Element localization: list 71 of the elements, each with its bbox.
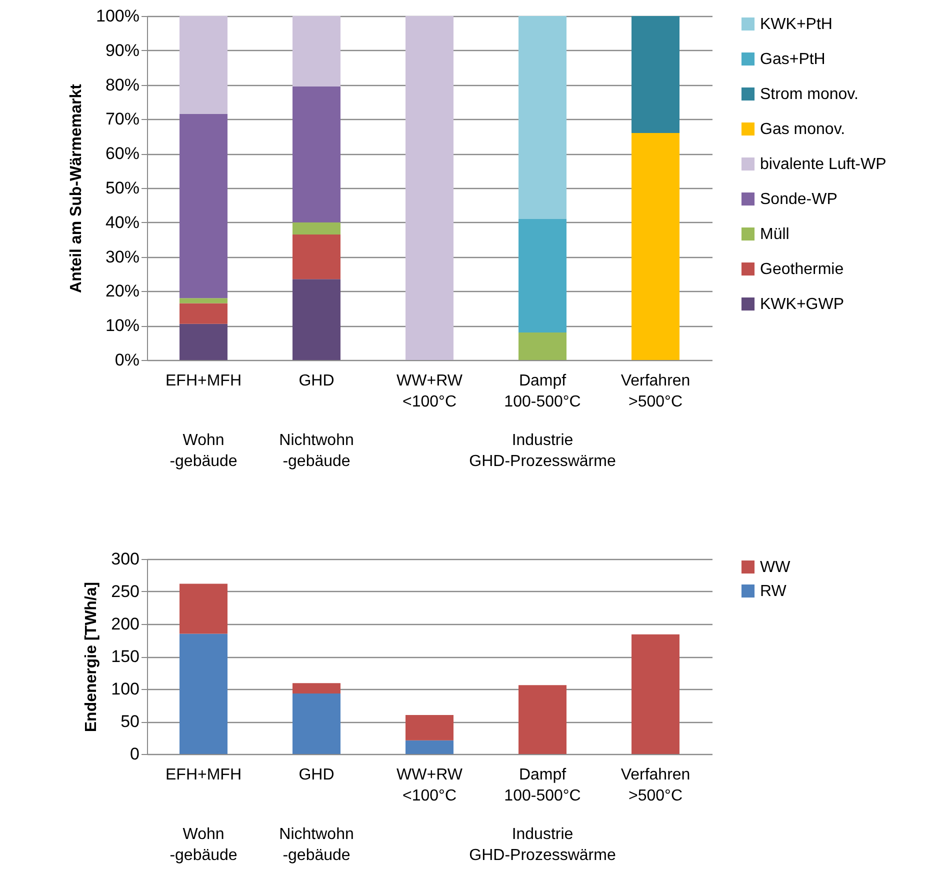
y-axis-title: Anteil am Sub-Wärmemarkt: [68, 83, 86, 293]
bar: [292, 86, 340, 222]
y-tick-label: 100%: [96, 6, 140, 26]
bar: [632, 634, 680, 754]
x-tick-label: WW+RW <100°C: [396, 372, 464, 410]
bar: [518, 16, 566, 219]
bar: [292, 222, 340, 234]
bar: [518, 685, 566, 754]
legend-label: Gas+PtH: [760, 51, 826, 68]
x-tick-label: Dampf 100-500°C: [504, 372, 581, 410]
legend-label: Geothermie: [760, 261, 844, 278]
text: Wohn -gebäude: [170, 826, 238, 864]
y-axis-title: Endenergie [TWh/a]: [83, 582, 100, 732]
y-tick-label: 70%: [105, 110, 140, 129]
x-tick-label: Dampf 100-500°C: [504, 766, 581, 804]
y-tick-label: 10%: [105, 316, 140, 336]
x-tick-label: EFH+MFH: [166, 372, 242, 390]
x-tick-label: WW+RW <100°C: [396, 766, 464, 804]
y-tick-label: 80%: [105, 75, 140, 94]
y-tick-label: 250: [111, 582, 140, 601]
legend-label: Strom monov.: [760, 86, 858, 103]
legend-label: KWK+PtH: [760, 16, 832, 33]
text: Industrie GHD-Prozesswärme: [469, 826, 616, 864]
y-tick-label: 30%: [105, 247, 140, 266]
text: Industrie GHD-Prozesswärme: [469, 432, 616, 470]
bar: [518, 218, 566, 332]
bar: [632, 132, 680, 360]
y-tick-label: 50%: [105, 178, 140, 198]
bar: [292, 16, 340, 87]
y-tick-label: 150: [111, 647, 140, 666]
bar: [632, 16, 680, 133]
legend-label: RW: [760, 583, 788, 600]
bar: [292, 279, 340, 360]
legend-label: KWK+GWP: [760, 296, 844, 313]
y-tick-label: 200: [111, 614, 140, 634]
y-tick-label: 40%: [105, 212, 140, 232]
y-tick-label: 0: [130, 744, 140, 764]
legend-label: bivalente Luft-WP: [760, 156, 886, 173]
bar: [180, 303, 228, 324]
x-tick-label: Verfahren >500°C: [620, 372, 690, 410]
bar: [180, 634, 228, 754]
bar: [180, 16, 228, 114]
bar: [180, 298, 228, 304]
y-tick-label: 300: [111, 550, 140, 568]
x-tick-label: GHD: [298, 766, 334, 784]
y-tick-label: 90%: [105, 40, 140, 60]
bar: [518, 332, 566, 360]
y-tick-label: 20%: [105, 282, 140, 301]
y-tick-label: 50: [120, 712, 140, 731]
legend-label: Gas monov.: [760, 121, 846, 138]
y-tick-label: 60%: [105, 144, 140, 164]
bar: [292, 683, 340, 694]
bar: [406, 715, 454, 740]
bar: [180, 114, 228, 298]
legend-label: WW: [760, 559, 792, 576]
legend-label: Müll: [760, 226, 790, 243]
text: Wohn -gebäude: [170, 432, 238, 470]
text: Nichtwohn -gebäude: [279, 432, 354, 470]
bar: [180, 584, 228, 634]
bar: [406, 740, 454, 754]
x-tick-label: GHD: [298, 372, 334, 390]
bar: [292, 694, 340, 754]
legend-label: Sonde-WP: [760, 191, 838, 208]
x-tick-label: Verfahren >500°C: [620, 766, 690, 804]
text: Nichtwohn -gebäude: [279, 826, 354, 864]
x-tick-label: EFH+MFH: [166, 766, 242, 784]
bar: [406, 16, 454, 360]
y-tick-label: 0%: [114, 350, 140, 370]
y-tick-label: 100: [111, 680, 140, 698]
bar: [292, 234, 340, 280]
bar: [180, 324, 228, 360]
